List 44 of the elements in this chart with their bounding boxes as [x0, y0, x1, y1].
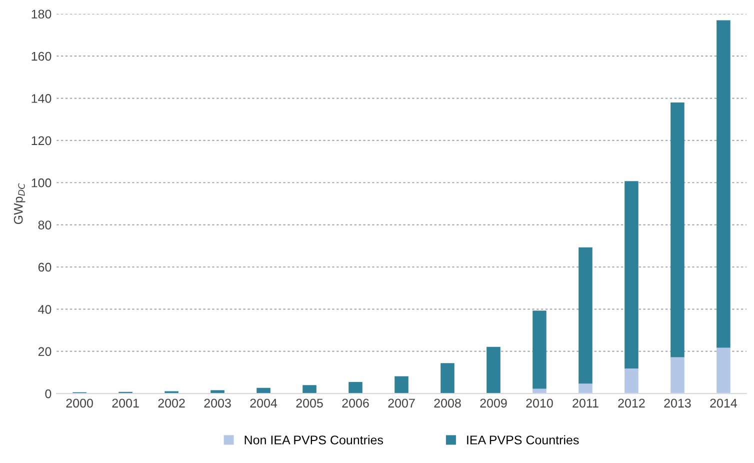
x-tick-label: 2008: [434, 398, 461, 408]
y-tick-label: 20: [38, 347, 52, 356]
x-tick-label: 2014: [710, 398, 737, 408]
y-tick-label: 60: [38, 262, 52, 272]
bar: [624, 181, 638, 368]
legend-label: Non IEA PVPS Countries: [244, 435, 384, 444]
bar: [210, 390, 224, 394]
y-tick-label: 180: [32, 10, 52, 19]
x-tick-label: 2006: [342, 398, 369, 408]
bar: [348, 382, 362, 394]
x-tick-label: 2002: [158, 398, 185, 408]
bar: [578, 247, 592, 384]
y-tick-label: 40: [38, 304, 52, 314]
legend-label: IEA PVPS Countries: [467, 435, 579, 444]
x-tick-label: 2009: [480, 398, 507, 408]
x-tick-label: 2013: [664, 398, 691, 408]
bar: [394, 376, 408, 394]
y-axis-title: GWp$_{DC}$: [14, 183, 26, 224]
y-tick-label: 100: [32, 178, 52, 188]
x-tick-label: 2011: [572, 398, 598, 408]
x-tick-label: 2010: [526, 398, 553, 408]
bar: [486, 346, 500, 394]
bar: [716, 348, 730, 394]
y-tick-label: 80: [38, 220, 52, 230]
bar: [302, 385, 316, 394]
y-tick-label: 140: [32, 94, 52, 103]
x-tick-label: 2012: [618, 398, 645, 408]
bar: [440, 363, 454, 394]
x-tick-label: 2001: [112, 398, 139, 408]
bar: [532, 388, 546, 394]
x-tick-label: 2004: [250, 398, 278, 408]
bar: [624, 368, 638, 394]
bar: [716, 20, 730, 348]
y-tick-label: 120: [32, 136, 52, 146]
x-tick-label: 2007: [388, 398, 415, 408]
bar: [670, 102, 684, 358]
x-tick-label: 2005: [296, 398, 323, 408]
bar: [578, 384, 592, 394]
y-tick-label: 160: [32, 52, 52, 61]
x-tick-label: 2003: [204, 398, 231, 408]
bar: [670, 357, 684, 394]
bar: [532, 310, 546, 389]
y-tick-label: 0: [45, 389, 52, 398]
x-tick-label: 2000: [66, 398, 93, 408]
